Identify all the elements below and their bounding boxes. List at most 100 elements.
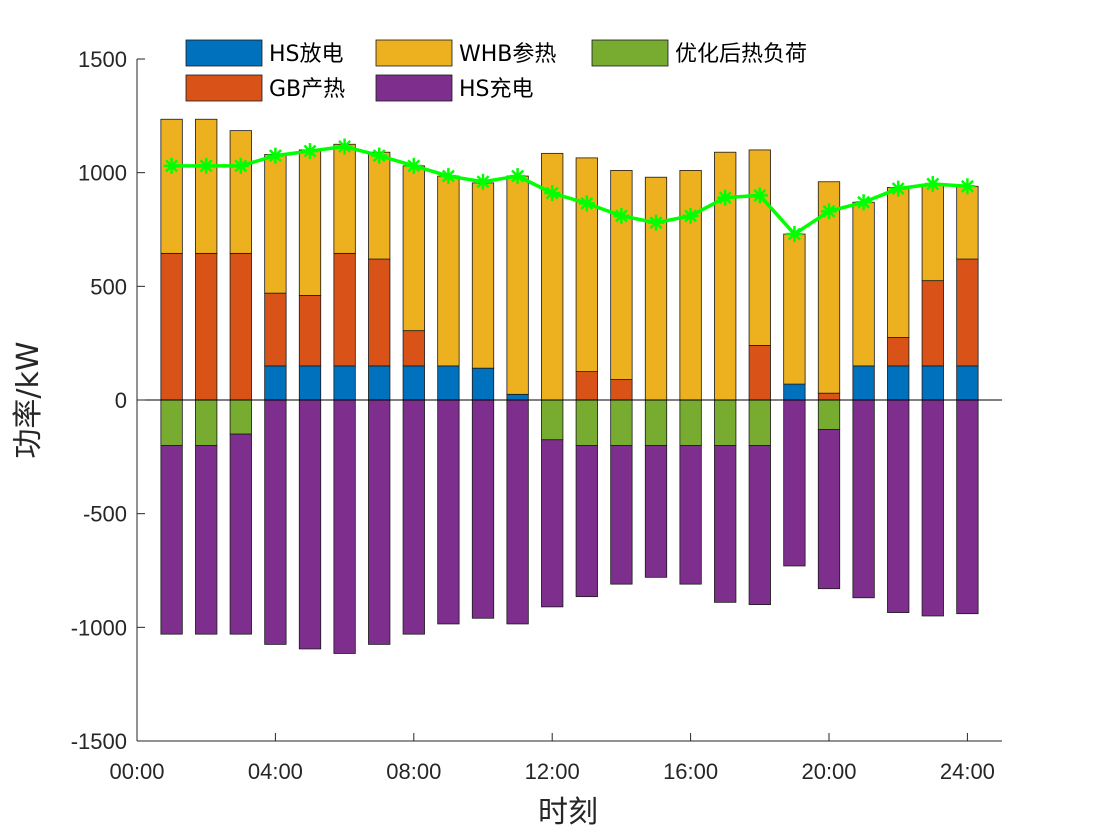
bar-hs_chg-h1 (160, 445, 183, 635)
bar-whb-h16 (679, 169, 702, 401)
legend-label: HS充电 (459, 77, 534, 102)
bars (160, 118, 979, 654)
bar-whb-h8 (402, 165, 425, 332)
ticks: -1500 -1000 -500 0 500 1000 1500 00:00 04:00 08:0… (71, 47, 995, 784)
line-point-h6 (336, 138, 353, 155)
bar-hs_chg-h8 (402, 399, 425, 635)
line-point-h15 (648, 214, 664, 231)
line-point-h21 (855, 194, 872, 211)
bar-opt-h14 (610, 399, 633, 446)
bar-hs_chg-h21 (852, 399, 875, 599)
line-point-h2 (198, 157, 215, 174)
bar-whb-h3 (229, 130, 252, 254)
legend-swatch (185, 74, 263, 102)
bar-hs_chg-h3 (229, 433, 252, 635)
bar-gb-h8 (402, 330, 425, 367)
bar-opt-h2 (195, 399, 218, 446)
bar-whb-h19 (783, 233, 806, 385)
line-point-h19 (786, 226, 803, 243)
line-point-h10 (475, 173, 491, 190)
bar-hs_chg-h19 (783, 399, 806, 567)
bar-opt-h3 (229, 399, 252, 435)
line-point-h24 (959, 178, 976, 195)
bar-hs_chg-h20 (817, 429, 841, 590)
y-tick-label: -1000 (71, 615, 127, 640)
bar-hs_dis-h19 (783, 383, 806, 401)
x-tick-label: 16:00 (663, 759, 718, 784)
bar-whb-h23 (921, 183, 944, 282)
x-tick-label: 12:00 (525, 759, 580, 784)
bar-hs_chg-h18 (748, 445, 771, 606)
bar-whb-h7 (368, 151, 391, 260)
bar-whb-h4 (264, 154, 287, 294)
legend-swatch (185, 39, 263, 67)
bar-opt-h12 (541, 399, 564, 441)
bar-gb-h5 (298, 295, 322, 367)
bar-hs_dis-h24 (956, 365, 979, 401)
line-point-h14 (613, 207, 630, 224)
bar-gb-h18 (748, 345, 771, 401)
bar-whb-h24 (956, 185, 979, 260)
bar-hs_dis-h21 (852, 365, 875, 401)
y-tick-label: 1000 (78, 161, 127, 186)
bar-hs_chg-h22 (887, 399, 910, 613)
bar-hs_dis-h7 (368, 365, 391, 401)
legend-label: GB产热 (269, 77, 345, 102)
bar-hs_chg-h16 (679, 445, 702, 585)
bar-hs_dis-h5 (298, 365, 322, 401)
y-axis-title: 功率/kW (11, 341, 46, 458)
line-point-h3 (232, 157, 249, 174)
bar-gb-h23 (921, 280, 944, 367)
legend-item: HS放电 (185, 39, 344, 67)
legend-item: WHB参热 (375, 39, 556, 67)
bar-hs_dis-h10 (471, 367, 495, 401)
y-tick-label: 1500 (78, 47, 127, 72)
bar-whb-h6 (333, 143, 356, 254)
legend-label: WHB参热 (459, 42, 556, 67)
bar-gb-h2 (195, 252, 218, 401)
bar-hs_chg-h17 (714, 445, 737, 603)
bar-gb-h22 (887, 337, 910, 367)
bar-whb-h2 (195, 118, 218, 254)
line-point-h12 (544, 185, 561, 202)
bar-whb-h14 (610, 169, 633, 380)
x-tick-label: 00:00 (109, 759, 164, 784)
line-point-h4 (267, 147, 284, 164)
bar-gb-h7 (368, 258, 391, 367)
bar-gb-h3 (229, 252, 252, 401)
bar-whb-h18 (748, 149, 771, 346)
bar-hs_chg-h13 (575, 445, 598, 598)
bar-opt-h13 (575, 399, 598, 446)
bar-whb-h22 (887, 187, 910, 338)
legend-swatch (591, 39, 669, 67)
line-point-h7 (371, 147, 388, 164)
legend-swatch (375, 39, 453, 67)
bar-hs_chg-h6 (333, 399, 356, 654)
bar-gb-h6 (333, 252, 356, 367)
bar-hs_chg-h11 (506, 399, 529, 625)
bar-hs_chg-h24 (956, 399, 979, 615)
bar-hs_chg-h5 (298, 399, 322, 650)
bar-opt-h18 (748, 399, 771, 446)
bar-hs_dis-h23 (921, 365, 944, 401)
x-axis-title: 时刻 (538, 795, 598, 830)
legend-label: HS放电 (269, 42, 344, 67)
y-tick-label: 500 (90, 274, 127, 299)
bar-whb-h10 (471, 182, 495, 369)
bar-hs_chg-h7 (368, 399, 391, 645)
bar-whb-h20 (817, 181, 841, 394)
x-tick-label: 04:00 (248, 759, 303, 784)
bar-gb-h4 (264, 292, 287, 367)
legend-label: 优化后热负荷 (675, 42, 807, 67)
line-point-h13 (578, 195, 595, 212)
bar-whb-h1 (160, 118, 183, 254)
line-point-h22 (890, 180, 907, 197)
bar-hs_dis-h11 (506, 393, 529, 401)
line-point-h5 (302, 143, 318, 160)
bar-opt-h1 (160, 399, 183, 446)
heat-load-polyline (171, 144, 968, 236)
line-point-h18 (751, 187, 768, 204)
legend-item: HS充电 (375, 74, 534, 102)
legend: HS放电 WHB参热 优化后热负荷 GB产热 HS充电 (185, 39, 807, 102)
